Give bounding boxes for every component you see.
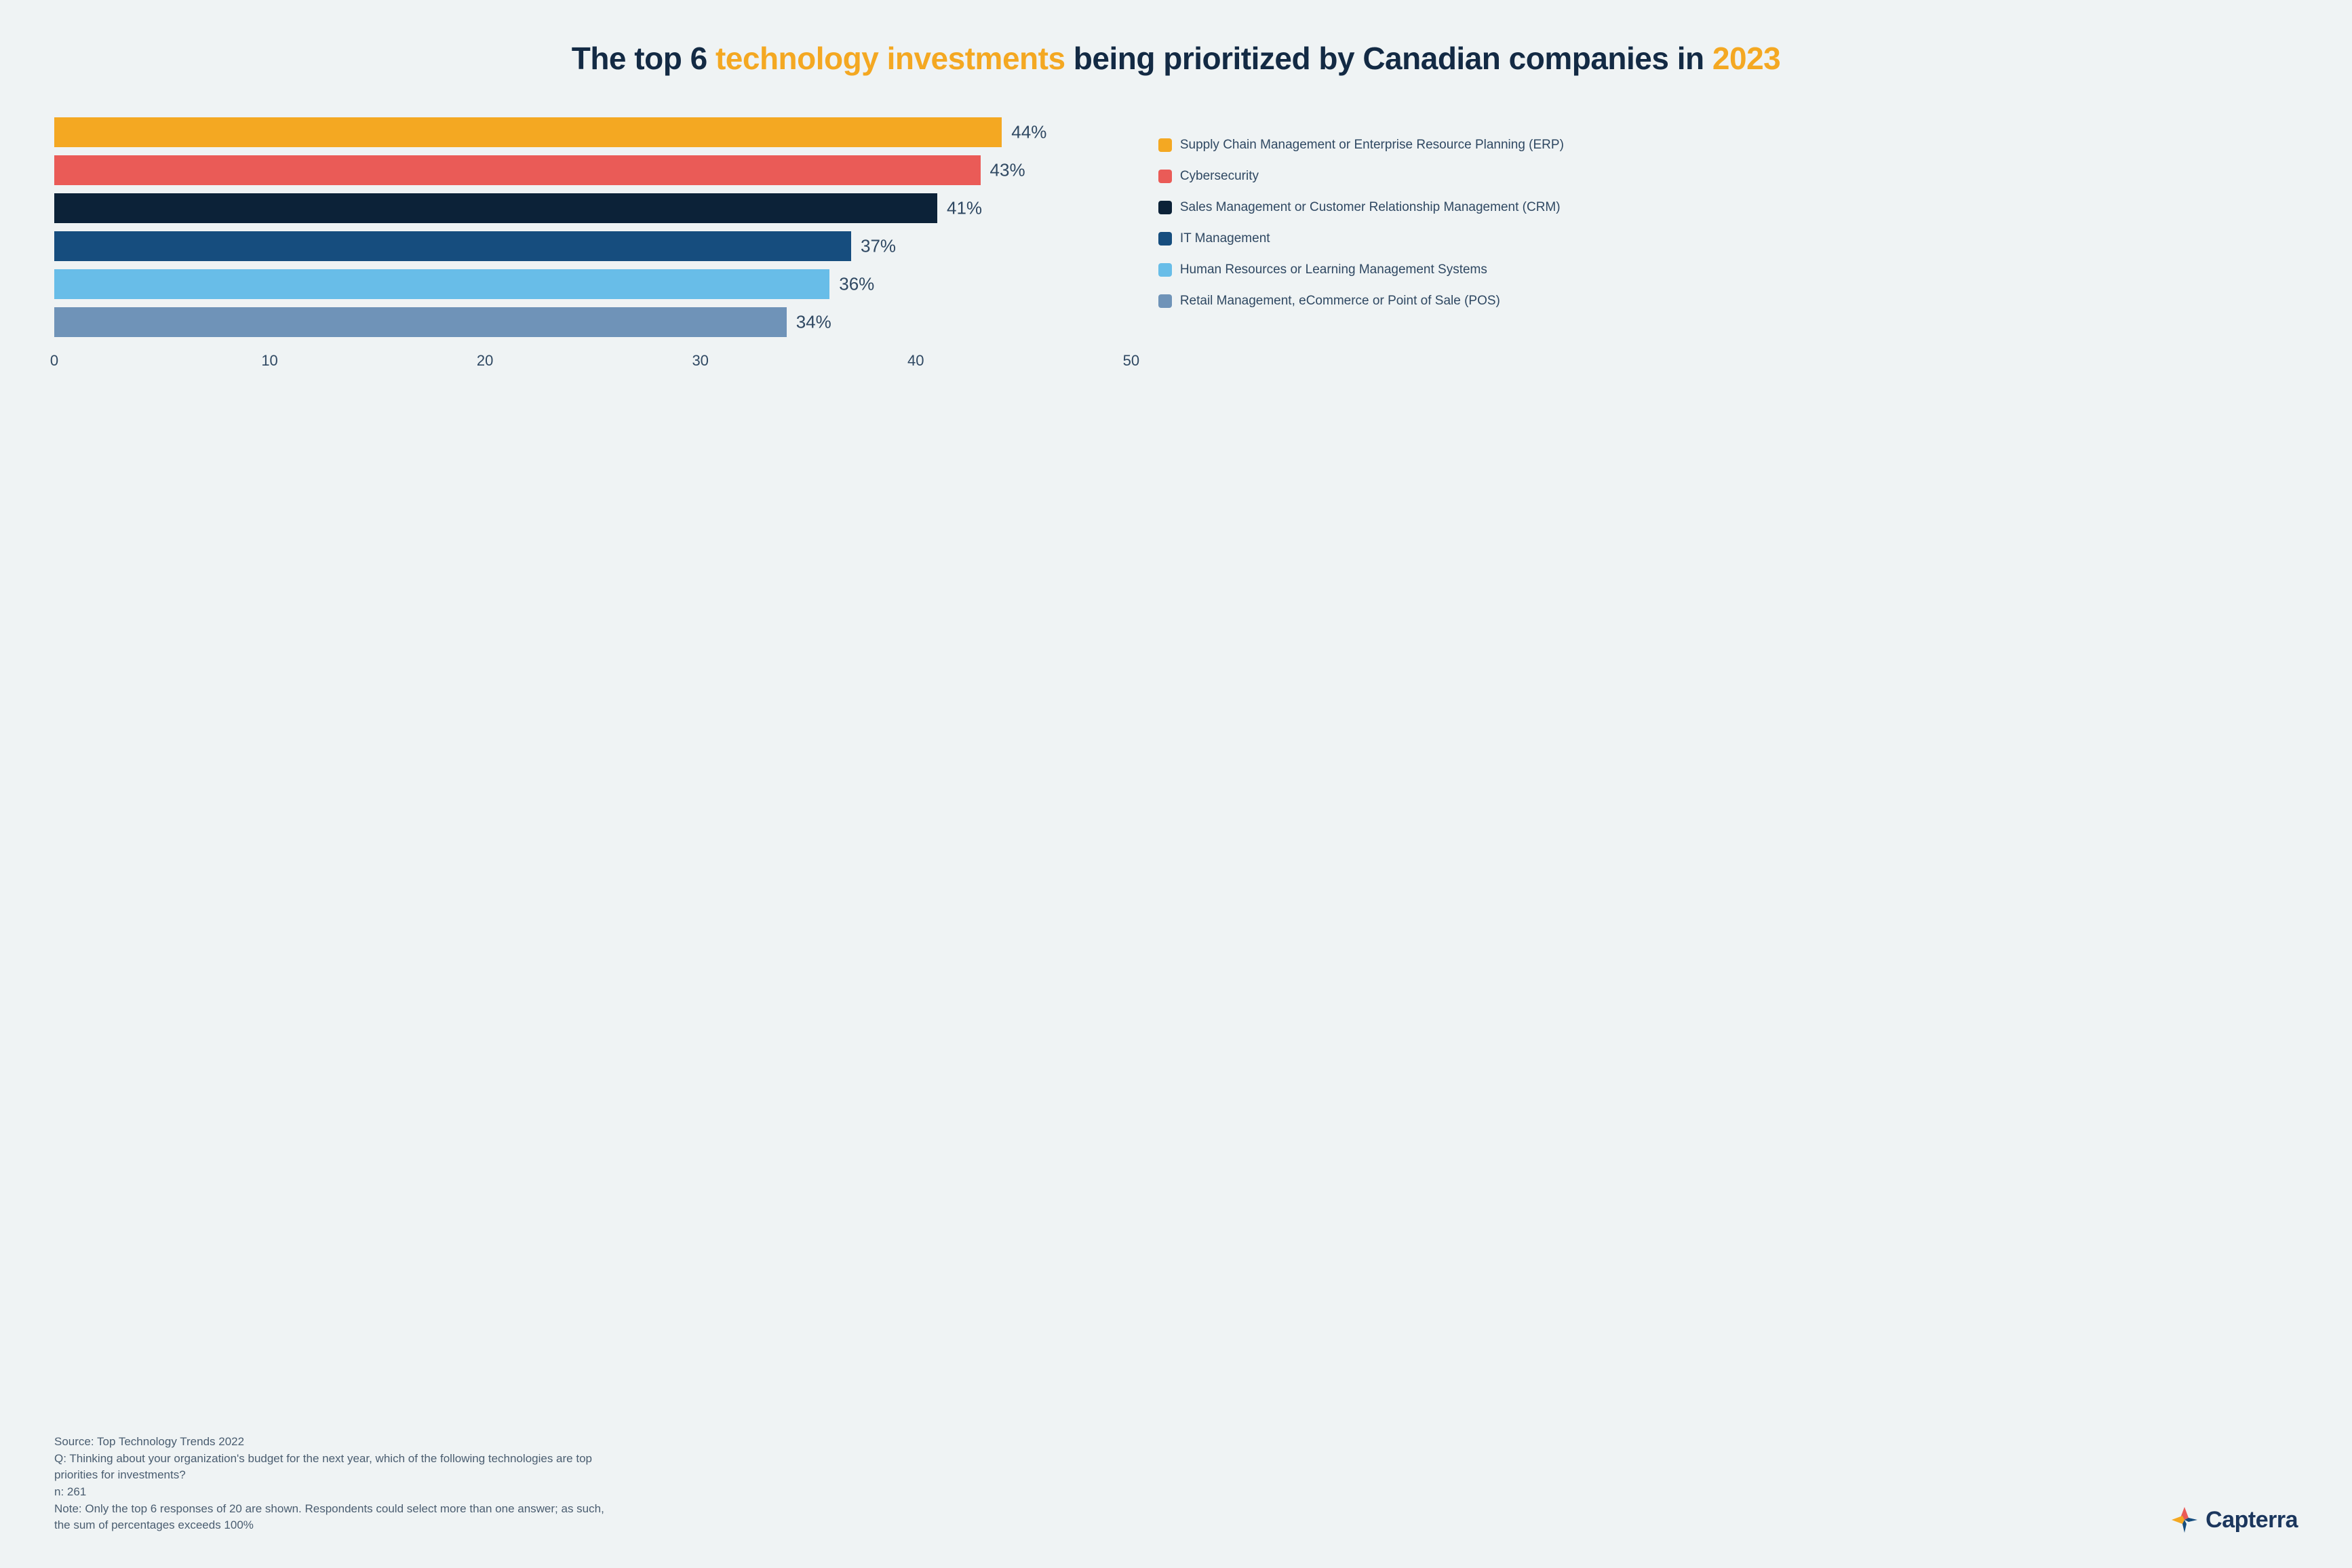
chart-title: The top 6 technology investments being p… (54, 41, 2298, 77)
bar-row: 36% (54, 269, 1131, 299)
title-segment: 2023 (1712, 41, 1780, 76)
bar-row: 41% (54, 193, 1131, 223)
axis-tick: 0 (50, 352, 58, 370)
bar-row: 34% (54, 307, 1131, 337)
footer-note-line: Note: Only the top 6 responses of 20 are… (54, 1501, 610, 1534)
bar (54, 117, 1002, 147)
legend: Supply Chain Management or Enterprise Re… (1158, 117, 2298, 309)
bar (54, 193, 937, 223)
chart-area: 44%43%41%37%36%34% 01020304050 Supply Ch… (54, 117, 2298, 1400)
bar-track: 43% (54, 155, 1131, 185)
axis-tick: 10 (261, 352, 277, 370)
bar-track: 34% (54, 307, 1131, 337)
legend-swatch (1158, 232, 1172, 246)
legend-item: Supply Chain Management or Enterprise Re… (1158, 138, 2298, 153)
footer-note-line: Source: Top Technology Trends 2022 (54, 1434, 610, 1451)
legend-item: Human Resources or Learning Management S… (1158, 262, 2298, 277)
legend-label: Retail Management, eCommerce or Point of… (1180, 294, 1500, 309)
bar-track: 44% (54, 117, 1131, 147)
footer-notes: Source: Top Technology Trends 2022Q: Thi… (54, 1434, 610, 1534)
legend-item: IT Management (1158, 231, 2298, 246)
bar-value-label: 34% (796, 311, 831, 332)
axis-tick: 30 (692, 352, 708, 370)
legend-label: Human Resources or Learning Management S… (1180, 262, 1487, 277)
legend-swatch (1158, 201, 1172, 214)
bar-track: 41% (54, 193, 1131, 223)
footer-note-line: Q: Thinking about your organization's bu… (54, 1451, 610, 1484)
bar-track: 36% (54, 269, 1131, 299)
capterra-arrow-icon (2170, 1506, 2199, 1534)
legend-item: Cybersecurity (1158, 169, 2298, 184)
bar-row: 37% (54, 231, 1131, 261)
footer: Source: Top Technology Trends 2022Q: Thi… (54, 1434, 2298, 1534)
bar-row: 44% (54, 117, 1131, 147)
legend-label: Cybersecurity (1180, 169, 1259, 184)
legend-swatch (1158, 138, 1172, 152)
bar-value-label: 36% (839, 273, 874, 294)
bar (54, 155, 981, 185)
footer-note-line: n: 261 (54, 1484, 610, 1501)
infographic-canvas: The top 6 technology investments being p… (0, 0, 2352, 1568)
title-segment: The top 6 (572, 41, 716, 76)
bar-value-label: 37% (861, 235, 896, 256)
bar-track: 37% (54, 231, 1131, 261)
legend-label: Sales Management or Customer Relationshi… (1180, 200, 1561, 215)
axis-tick: 40 (907, 352, 924, 370)
logo-text: Capterra (2206, 1507, 2298, 1533)
bars-container: 44% 43% 41% 37% 36% 34% (54, 117, 1131, 349)
axis-tick: 50 (1123, 352, 1139, 370)
bar-value-label: 44% (1011, 121, 1046, 142)
bar-value-label: 41% (947, 197, 982, 218)
bar (54, 307, 787, 337)
legend-label: IT Management (1180, 231, 1270, 246)
legend-swatch (1158, 170, 1172, 183)
legend-item: Retail Management, eCommerce or Point of… (1158, 294, 2298, 309)
bar (54, 231, 851, 261)
x-axis: 01020304050 (54, 352, 1131, 372)
legend-swatch (1158, 294, 1172, 308)
capterra-logo: Capterra (2170, 1506, 2298, 1534)
bar (54, 269, 829, 299)
title-segment: technology investments (716, 41, 1065, 76)
legend-item: Sales Management or Customer Relationshi… (1158, 200, 2298, 215)
bar-row: 43% (54, 155, 1131, 185)
axis-tick: 20 (477, 352, 493, 370)
bar-value-label: 43% (990, 159, 1025, 180)
bar-chart: 44%43%41%37%36%34% 01020304050 (54, 117, 1131, 372)
title-segment: being prioritized by Canadian companies … (1065, 41, 1712, 76)
legend-swatch (1158, 263, 1172, 277)
legend-label: Supply Chain Management or Enterprise Re… (1180, 138, 1564, 153)
